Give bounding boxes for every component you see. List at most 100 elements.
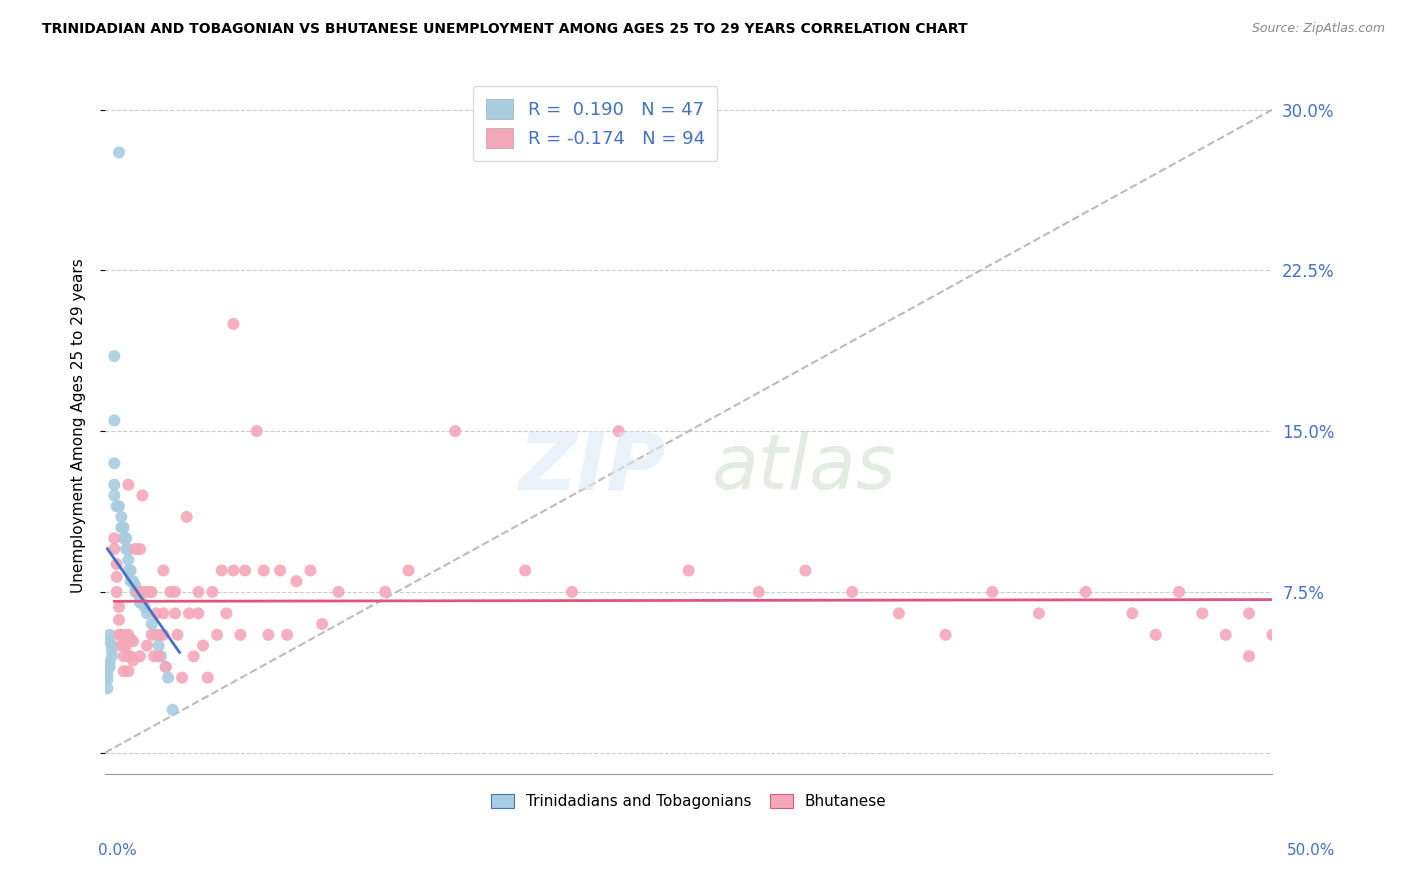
Point: [129, 591, 152, 606]
Point: [112, 531, 135, 545]
Point: [124, 585, 146, 599]
Point: [115, 531, 138, 545]
Text: Source: ZipAtlas.com: Source: ZipAtlas.com: [1251, 22, 1385, 36]
Point: [120, 632, 142, 646]
Point: [1215, 628, 1237, 642]
Point: [229, 628, 252, 642]
Point: [120, 574, 142, 589]
Point: [117, 477, 139, 491]
Point: [105, 585, 128, 599]
Point: [101, 649, 124, 664]
Point: [257, 628, 280, 642]
Point: [222, 317, 245, 331]
Point: [148, 649, 170, 664]
Point: [150, 649, 173, 664]
Point: [444, 424, 467, 438]
Point: [148, 639, 170, 653]
Point: [170, 671, 193, 685]
Point: [117, 553, 139, 567]
Point: [96, 673, 118, 687]
Text: ZIP: ZIP: [517, 428, 665, 507]
Point: [115, 628, 138, 642]
Point: [96, 668, 118, 682]
Point: [96, 681, 118, 696]
Point: [201, 585, 224, 599]
Point: [115, 639, 138, 653]
Point: [124, 542, 146, 557]
Point: [98, 628, 121, 642]
Point: [607, 424, 630, 438]
Point: [138, 585, 160, 599]
Point: [163, 585, 186, 599]
Point: [269, 564, 291, 578]
Point: [152, 628, 174, 642]
Point: [117, 628, 139, 642]
Point: [299, 564, 322, 578]
Point: [1144, 628, 1167, 642]
Point: [155, 660, 177, 674]
Point: [134, 585, 156, 599]
Point: [177, 607, 200, 621]
Point: [157, 671, 180, 685]
Point: [108, 613, 131, 627]
Point: [176, 509, 198, 524]
Text: TRINIDADIAN AND TOBAGONIAN VS BHUTANESE UNEMPLOYMENT AMONG AGES 25 TO 29 YEARS C: TRINIDADIAN AND TOBAGONIAN VS BHUTANESE …: [42, 22, 967, 37]
Point: [253, 564, 276, 578]
Point: [110, 639, 132, 653]
Point: [841, 585, 863, 599]
Point: [1237, 649, 1260, 664]
Point: [117, 564, 139, 578]
Point: [148, 628, 170, 642]
Legend: Trinidadians and Tobagonians, Bhutanese: Trinidadians and Tobagonians, Bhutanese: [485, 788, 893, 815]
Point: [1168, 585, 1191, 599]
Point: [187, 607, 209, 621]
Text: 0.0%: 0.0%: [98, 843, 138, 858]
Point: [166, 628, 188, 642]
Point: [981, 585, 1004, 599]
Point: [1121, 607, 1143, 621]
Point: [187, 585, 209, 599]
Point: [127, 585, 149, 599]
Point: [103, 349, 125, 363]
Point: [108, 145, 131, 160]
Point: [105, 499, 128, 513]
Point: [145, 628, 167, 642]
Point: [108, 628, 131, 642]
Point: [112, 649, 135, 664]
Point: [112, 664, 135, 678]
Point: [152, 607, 174, 621]
Point: [103, 477, 125, 491]
Point: [155, 660, 177, 674]
Point: [374, 585, 396, 599]
Point: [141, 617, 163, 632]
Point: [1261, 628, 1284, 642]
Point: [120, 649, 142, 664]
Point: [134, 599, 156, 614]
Point: [115, 542, 138, 557]
Point: [105, 557, 128, 571]
Point: [103, 488, 125, 502]
Point: [145, 607, 167, 621]
Point: [136, 639, 159, 653]
Point: [122, 653, 145, 667]
Point: [561, 585, 583, 599]
Point: [117, 664, 139, 678]
Point: [934, 628, 956, 642]
Point: [141, 585, 163, 599]
Point: [197, 671, 219, 685]
Point: [108, 499, 131, 513]
Point: [131, 488, 153, 502]
Point: [122, 574, 145, 589]
Point: [1237, 607, 1260, 621]
Point: [112, 520, 135, 534]
Point: [1191, 607, 1213, 621]
Point: [129, 649, 152, 664]
Point: [112, 639, 135, 653]
Point: [191, 639, 214, 653]
Point: [129, 596, 152, 610]
Point: [276, 628, 298, 642]
Point: [117, 542, 139, 557]
Point: [152, 564, 174, 578]
Point: [98, 634, 121, 648]
Point: [163, 607, 186, 621]
